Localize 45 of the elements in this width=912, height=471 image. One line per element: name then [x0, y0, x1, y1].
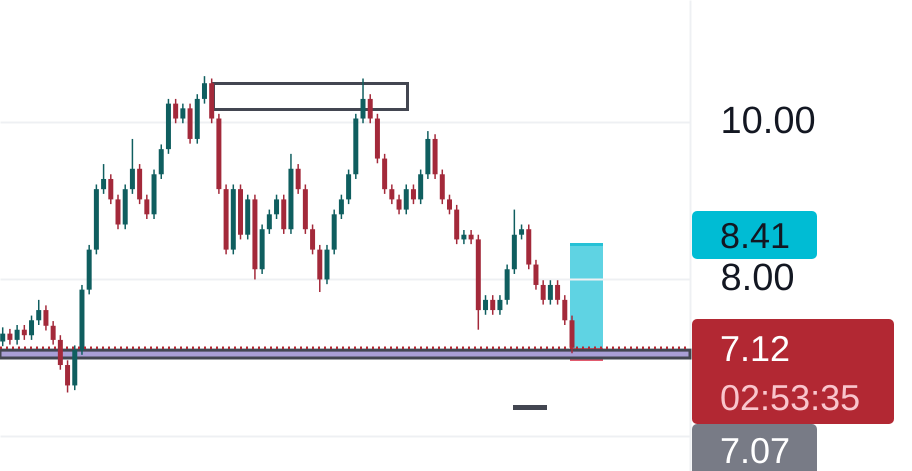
candlestick [562, 294, 568, 326]
candlestick [548, 279, 553, 306]
candlestick [202, 75, 207, 104]
candlestick [144, 194, 150, 220]
candlestick [360, 78, 366, 124]
candlestick [338, 194, 344, 220]
candlestick [180, 102, 186, 124]
candlestick [43, 304, 48, 332]
candlestick [310, 224, 316, 256]
candlestick [22, 324, 27, 341]
y-tick-label: 10.00 [720, 100, 816, 142]
candlestick [36, 299, 42, 326]
candlestick [368, 93, 373, 124]
candlestick [461, 229, 466, 245]
candlestick [130, 138, 135, 195]
candlestick [29, 314, 34, 341]
candlestick [468, 229, 474, 245]
candlestick [446, 194, 452, 216]
candlestick [540, 279, 546, 306]
candlestick [410, 184, 416, 205]
candlestick [173, 98, 178, 124]
candlestick [14, 324, 20, 346]
candlestick [274, 194, 280, 220]
candlestick [483, 294, 488, 316]
candlestick [108, 174, 114, 205]
text: 8.41 [692, 211, 817, 259]
candlestick [65, 360, 70, 394]
text: 02:53:35 [720, 376, 862, 420]
candlestick [7, 328, 12, 346]
y-tick-label: 8.00 [720, 257, 794, 300]
candlestick [0, 326, 6, 347]
text: 7.07 [692, 424, 817, 471]
candlestick [519, 224, 524, 240]
candlestick [396, 194, 402, 216]
candlestick [533, 259, 538, 290]
candlestick [490, 294, 496, 316]
candlestick [296, 163, 301, 195]
candlestick [389, 184, 394, 205]
candlestick [555, 279, 560, 306]
candlestick [101, 163, 106, 195]
candlestick [266, 208, 272, 235]
candlestick [497, 294, 502, 316]
candlestick [404, 184, 409, 216]
ref-line-label: 7.12 [720, 326, 792, 371]
candlestick [50, 320, 56, 346]
